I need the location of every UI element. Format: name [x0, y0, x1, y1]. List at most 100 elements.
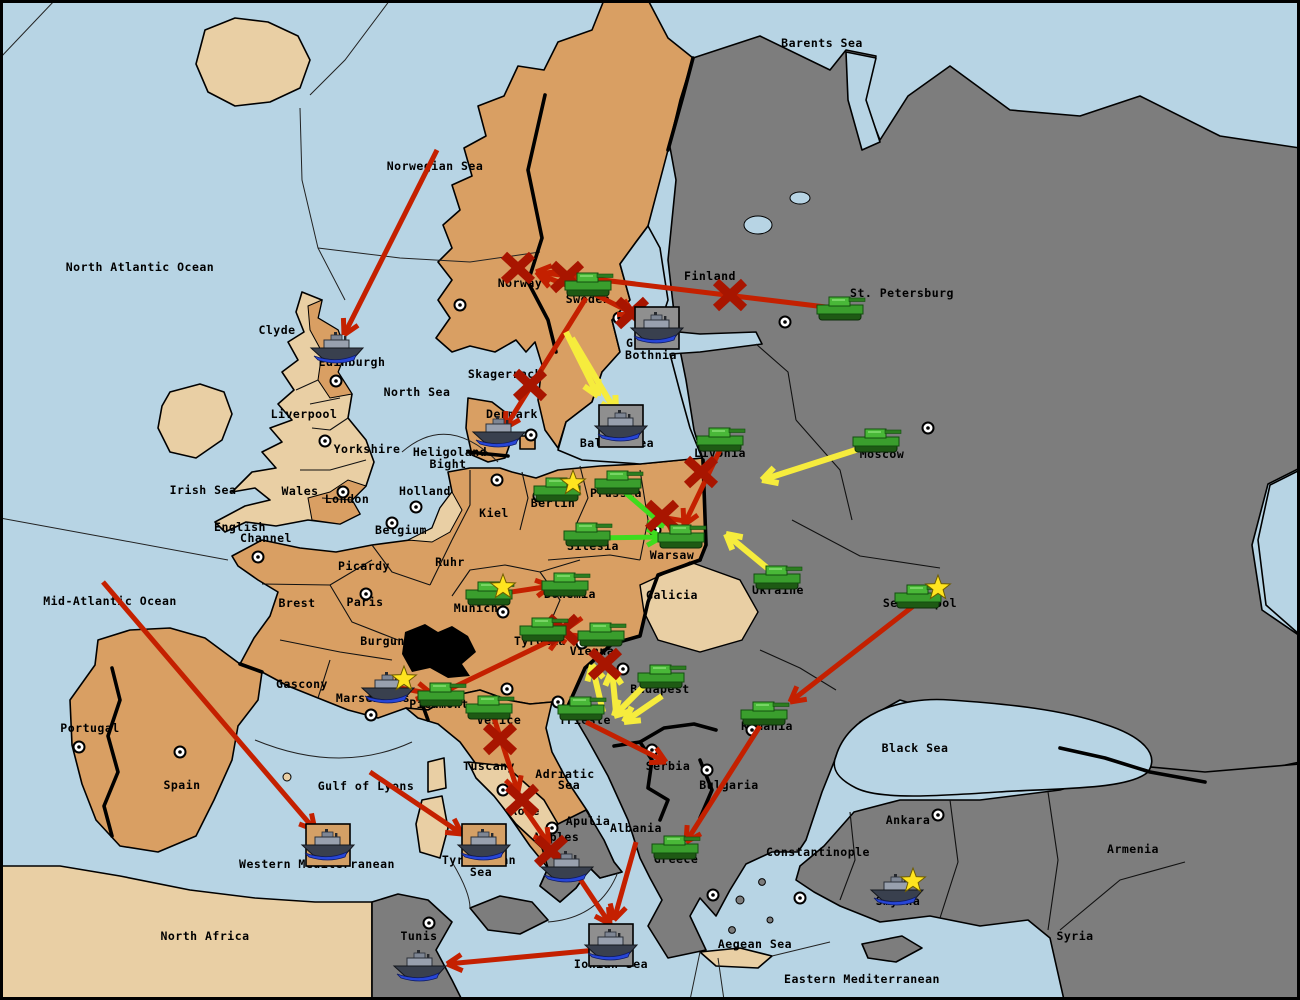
army-unit-prussia[interactable] — [594, 470, 644, 495]
army-unit-berlin[interactable] — [533, 477, 583, 502]
sea-label-channel: Channel — [240, 531, 292, 545]
unit-star-icon — [899, 866, 927, 893]
region-shape-cyprus — [861, 935, 923, 963]
fleet-unit-edinburgh[interactable] — [309, 332, 365, 364]
fleet-unit-tyrrhenian-sea[interactable] — [456, 829, 512, 861]
fleet-unit-smyrna[interactable] — [869, 874, 925, 906]
province-label-liverpool: Liverpool — [271, 407, 338, 421]
fleet-unit-gulf-of-bothnia[interactable] — [629, 312, 685, 344]
province-label-armenia: Armenia — [1107, 842, 1159, 856]
army-unit-vienna[interactable] — [577, 622, 627, 647]
army-unit-bohemia[interactable] — [541, 572, 591, 597]
standoff-icon — [500, 251, 536, 285]
supply-center-dot — [496, 783, 510, 797]
sea-label-english: English — [214, 520, 266, 534]
province-label-albania: Albania — [610, 821, 662, 835]
region-shape-turkey[interactable] — [795, 763, 1300, 1000]
region-shape-holland[interactable] — [406, 491, 463, 543]
sea-label-irish-sea: Irish Sea — [170, 483, 237, 497]
army-unit-tyrolia[interactable] — [519, 617, 569, 642]
move-arrow-red — [584, 719, 669, 766]
province-label-paris: Paris — [346, 595, 383, 609]
province-label-spain: Spain — [163, 778, 200, 792]
army-unit-budapest[interactable] — [637, 664, 687, 689]
sea-label-barents-sea: Barents Sea — [781, 36, 863, 50]
supply-center-dot — [336, 485, 350, 499]
sea-label-north-sea: North Sea — [384, 385, 451, 399]
region-shape-corsica[interactable] — [427, 757, 447, 793]
province-label-constantinople: Constantinople — [766, 845, 870, 859]
sea-label-sea: Sea — [558, 778, 580, 792]
province-label-tuscany: Tuscany — [463, 759, 515, 773]
province-label-picardy: Picardy — [338, 559, 390, 573]
province-label-apulia: Apulia — [566, 814, 611, 828]
unit-star-icon — [559, 468, 587, 495]
province-label-wales: Wales — [281, 484, 318, 498]
sea-shape-caspian — [1257, 469, 1300, 636]
fleet-unit-marseilles[interactable] — [360, 672, 416, 704]
province-label-yorkshire: Yorkshire — [334, 442, 401, 456]
sea-label-sea: Sea — [470, 865, 492, 879]
region-shape-ireland[interactable] — [157, 383, 233, 459]
army-unit-rumania[interactable] — [740, 701, 790, 726]
sea-label-heligoland: Heligoland — [413, 445, 487, 459]
province-label-st-petersburg: St. Petersburg — [850, 286, 954, 300]
province-label-bulgaria: Bulgaria — [699, 778, 758, 792]
fleet-unit-denmark[interactable] — [471, 416, 527, 448]
supply-center-dot — [524, 428, 538, 442]
land-patches — [402, 491, 759, 678]
province-label-burgundy: Burgundy — [360, 634, 419, 648]
province-label-warsaw: Warsaw — [650, 548, 695, 562]
army-unit-moscow[interactable] — [852, 428, 902, 453]
region-shape-sardinia[interactable] — [415, 795, 449, 859]
sea-label-mid-atlantic-ocean: Mid-Atlantic Ocean — [43, 594, 177, 608]
army-unit-venice[interactable] — [465, 695, 515, 720]
supply-center-dot — [422, 916, 436, 930]
army-unit-piedmont[interactable] — [417, 682, 467, 707]
supply-center-dot — [173, 745, 187, 759]
supply-center-dot — [496, 605, 510, 619]
province-label-holland: Holland — [399, 484, 451, 498]
army-unit-greece[interactable] — [651, 835, 701, 860]
army-unit-trieste[interactable] — [557, 696, 607, 721]
supply-center-dot — [329, 374, 343, 388]
aegean-islet — [766, 916, 774, 924]
standoff-icon — [712, 278, 748, 312]
move-arrow-red — [340, 148, 440, 338]
lake-ladoga — [743, 215, 773, 235]
fleet-unit-ionian-sea[interactable] — [583, 929, 639, 961]
sea-label-aegean-sea: Aegean Sea — [718, 937, 792, 951]
aegean-islet — [728, 926, 736, 934]
region-shape-iberia[interactable] — [69, 627, 263, 853]
army-unit-livonia[interactable] — [696, 427, 746, 452]
army-unit-ukraine[interactable] — [753, 565, 803, 590]
sea-zone-lines — [0, 0, 831, 1000]
army-unit-warsaw[interactable] — [657, 524, 707, 549]
army-unit-silesia[interactable] — [563, 522, 613, 547]
province-label-clyde: Clyde — [258, 323, 295, 337]
supply-center-dot — [700, 763, 714, 777]
army-unit-sweden[interactable] — [564, 272, 614, 297]
region-shape-sicily[interactable] — [469, 895, 549, 935]
province-label-kiel: Kiel — [479, 506, 509, 520]
region-shape-iceland[interactable] — [195, 17, 311, 107]
sea-label-adriatic: Adriatic — [535, 767, 594, 781]
region-shape-london[interactable] — [307, 479, 367, 525]
sea-label-bight: Bight — [429, 457, 466, 471]
region-shape-galicia[interactable] — [639, 561, 759, 653]
region-shape-tunis[interactable] — [371, 893, 463, 1000]
fleet-unit-naples[interactable] — [539, 851, 595, 883]
province-label-portugal: Portugal — [60, 721, 119, 735]
province-label-syria: Syria — [1056, 929, 1093, 943]
fleet-unit-baltic-sea[interactable] — [593, 410, 649, 442]
fleet-unit-tunis[interactable] — [392, 950, 448, 982]
army-unit-st-petersburg[interactable] — [816, 296, 866, 321]
region-shape-north-africa[interactable] — [0, 865, 373, 1000]
supply-center-dot — [251, 550, 265, 564]
fleet-unit-western-mediterranean[interactable] — [300, 829, 356, 861]
sea-shape-white-sea — [845, 51, 881, 151]
province-label-gascony: Gascony — [276, 677, 328, 691]
